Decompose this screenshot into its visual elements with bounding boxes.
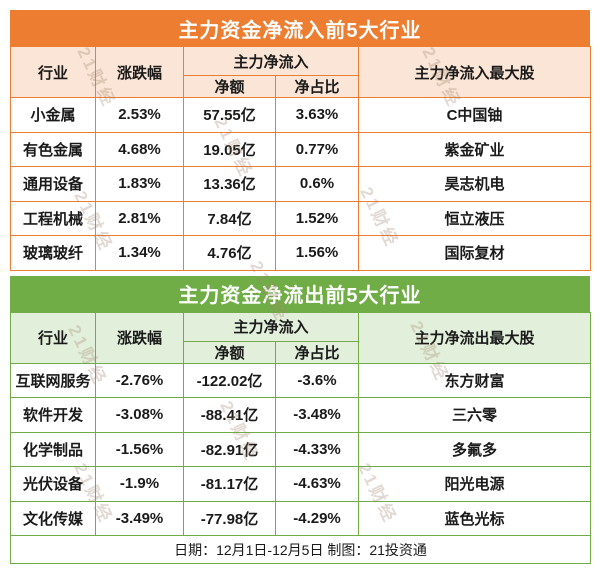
cell-net-ratio: 1.52% bbox=[274, 200, 360, 236]
header-row-sub: 净额 净占比 bbox=[11, 75, 591, 98]
outflow-table: 行业 涨跌幅 主力净流入 主力净流出最大股 净额 净占比 互联网服务 -2.76… bbox=[9, 311, 592, 564]
table-row: 工程机械 2.81% 7.84亿 1.52% 恒立液压 bbox=[10, 200, 592, 236]
cell-change: 1.34% bbox=[95, 235, 184, 271]
cell-industry: 化学制品 bbox=[10, 431, 96, 467]
cell-top-stock: 恒立液压 bbox=[358, 200, 592, 236]
cell-industry: 光伏设备 bbox=[10, 466, 96, 502]
cell-net-amount: 7.84亿 bbox=[183, 200, 276, 236]
cell-change: -3.49% bbox=[95, 500, 184, 536]
cell-top-stock: 东方财富 bbox=[358, 362, 592, 398]
cell-net-ratio: 0.77% bbox=[274, 131, 360, 167]
cell-net-amount: 57.55亿 bbox=[183, 97, 276, 133]
inflow-table: 行业 涨跌幅 主力净流入 主力净流入最大股 净额 净占比 小金属 2.53% 5… bbox=[10, 46, 592, 271]
cell-change: 2.53% bbox=[95, 97, 184, 133]
table-row: 玻璃玻纤 1.34% 4.76亿 1.56% 国际复材 bbox=[10, 235, 592, 271]
outflow-section: 主力资金净流出前5大行业 行业 涨跌幅 主力净流入 主力净流出最大股 净额 净占… bbox=[9, 275, 592, 564]
cell-industry: 工程机械 bbox=[10, 200, 96, 236]
inflow-table-header: 行业 涨跌幅 主力净流入 主力净流入最大股 净额 净占比 bbox=[10, 46, 592, 98]
cell-net-ratio: 1.56% bbox=[274, 235, 360, 271]
table-row: 有色金属 4.68% 19.05亿 0.77% 紫金矿业 bbox=[10, 131, 592, 167]
infographic-content: 主力资金净流入前5大行业 行业 涨跌幅 主力净流入 主力净流入最大股 净额 净占… bbox=[9, 10, 592, 564]
table-row: 光伏设备 -1.9% -81.17亿 -4.63% 阳光电源 bbox=[10, 466, 592, 502]
cell-net-amount: 19.05亿 bbox=[183, 131, 276, 167]
table-row: 通用设备 1.83% 13.36亿 0.6% 昊志机电 bbox=[10, 166, 592, 202]
header-row-sub: 净额 净占比 bbox=[11, 340, 591, 364]
footer-note: 日期：12月1日-12月5日 制图：21投资通 bbox=[9, 535, 592, 564]
cell-change: -1.56% bbox=[95, 431, 184, 467]
header-row-group: 行业 涨跌幅 主力净流入 主力净流入最大股 bbox=[10, 46, 592, 98]
cell-top-stock: 多氟多 bbox=[358, 431, 592, 467]
cell-change: 4.68% bbox=[95, 131, 184, 167]
outflow-table-header: 行业 涨跌幅 主力净流入 主力净流出最大股 净额 净占比 bbox=[10, 311, 592, 364]
cell-net-ratio: -4.29% bbox=[274, 500, 360, 536]
cell-net-ratio: -4.63% bbox=[274, 466, 360, 502]
table-row: 软件开发 -3.08% -88.41亿 -3.48% 三六零 bbox=[10, 397, 592, 433]
header-net-ratio: 净占比 bbox=[274, 340, 360, 364]
inflow-section: 主力资金净流入前5大行业 行业 涨跌幅 主力净流入 主力净流入最大股 净额 净占… bbox=[10, 10, 592, 271]
cell-change: -3.08% bbox=[95, 397, 184, 433]
cell-industry: 小金属 bbox=[10, 97, 96, 133]
header-change: 涨跌幅 bbox=[95, 46, 184, 98]
cell-industry: 文化传媒 bbox=[10, 500, 96, 536]
cell-industry: 互联网服务 bbox=[10, 362, 96, 398]
cell-change: -2.76% bbox=[95, 362, 184, 398]
cell-net-ratio: -3.48% bbox=[274, 397, 360, 433]
cell-net-amount: 4.76亿 bbox=[183, 235, 276, 271]
cell-top-stock: 国际复材 bbox=[358, 235, 592, 271]
cell-industry: 通用设备 bbox=[10, 166, 96, 202]
header-top-stock: 主力净流入最大股 bbox=[358, 46, 592, 98]
cell-net-ratio: -4.33% bbox=[274, 431, 360, 467]
cell-change: 1.83% bbox=[95, 166, 184, 202]
cell-top-stock: 紫金矿业 bbox=[358, 131, 592, 167]
cell-top-stock: C中国铀 bbox=[358, 97, 592, 133]
cell-top-stock: 蓝色光标 bbox=[358, 500, 592, 536]
cell-net-amount: 13.36亿 bbox=[183, 166, 276, 202]
table-row: 文化传媒 -3.49% -77.98亿 -4.29% 蓝色光标 bbox=[10, 500, 592, 536]
header-net-amount: 净额 bbox=[183, 340, 276, 364]
table-row: 化学制品 -1.56% -82.91亿 -4.33% 多氟多 bbox=[10, 431, 592, 467]
header-industry: 行业 bbox=[10, 46, 96, 98]
cell-top-stock: 阳光电源 bbox=[358, 466, 592, 502]
header-row-group: 行业 涨跌幅 主力净流入 主力净流出最大股 bbox=[10, 311, 592, 364]
cell-net-amount: -81.17亿 bbox=[183, 466, 276, 502]
cell-industry: 有色金属 bbox=[10, 131, 96, 167]
cell-net-amount: -77.98亿 bbox=[183, 500, 276, 536]
header-industry: 行业 bbox=[10, 311, 96, 364]
cell-net-amount: -82.91亿 bbox=[183, 431, 276, 467]
cell-net-ratio: 0.6% bbox=[274, 166, 360, 202]
cell-top-stock: 昊志机电 bbox=[358, 166, 592, 202]
header-change: 涨跌幅 bbox=[95, 311, 184, 364]
table-row: 互联网服务 -2.76% -122.02亿 -3.6% 东方财富 bbox=[10, 362, 592, 398]
footer-row: 日期：12月1日-12月5日 制图：21投资通 bbox=[9, 535, 592, 564]
cell-change: 2.81% bbox=[95, 200, 184, 236]
cell-net-amount: -122.02亿 bbox=[183, 362, 276, 398]
table-row: 小金属 2.53% 57.55亿 3.63% C中国铀 bbox=[10, 97, 592, 133]
cell-top-stock: 三六零 bbox=[358, 397, 592, 433]
header-net-ratio: 净占比 bbox=[274, 75, 360, 98]
cell-industry: 软件开发 bbox=[10, 397, 96, 433]
header-net-inflow-group: 主力净流入 bbox=[182, 46, 360, 76]
cell-net-amount: -88.41亿 bbox=[183, 397, 276, 433]
outflow-title: 主力资金净流出前5大行业 bbox=[10, 275, 590, 312]
header-net-amount: 净额 bbox=[183, 75, 276, 98]
cell-net-ratio: -3.6% bbox=[274, 362, 360, 398]
cell-change: -1.9% bbox=[95, 466, 184, 502]
cell-industry: 玻璃玻纤 bbox=[10, 235, 96, 271]
cell-net-ratio: 3.63% bbox=[274, 97, 360, 133]
header-top-stock: 主力净流出最大股 bbox=[358, 311, 592, 364]
header-net-inflow-group: 主力净流入 bbox=[182, 311, 360, 342]
inflow-title: 主力资金净流入前5大行业 bbox=[10, 10, 590, 46]
